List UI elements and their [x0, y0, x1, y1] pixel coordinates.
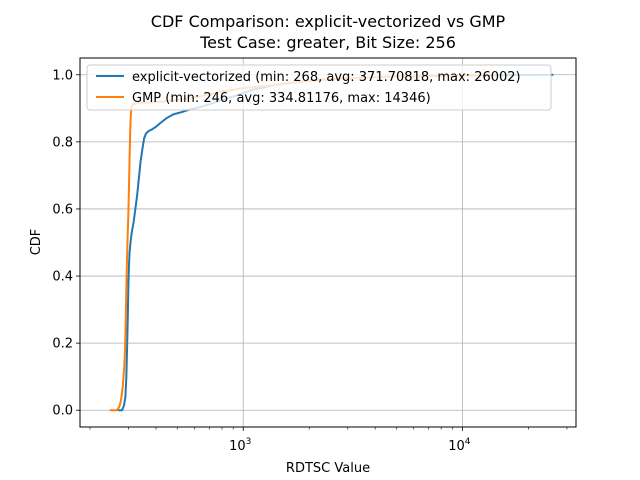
chart-title-line1: CDF Comparison: explicit-vectorized vs G… — [151, 12, 506, 31]
y-tick-label: 0.0 — [52, 404, 73, 419]
legend-label-gmp: GMP (min: 246, avg: 334.81176, max: 1434… — [132, 91, 431, 106]
series-line-0 — [117, 73, 554, 412]
legend: explicit-vectorized (min: 268, avg: 371.… — [86, 64, 552, 111]
x-tick-label: 103 — [229, 437, 251, 454]
y-axis-label: CDF — [29, 229, 44, 256]
x-axis-label: RDTSC Value — [286, 461, 370, 476]
series-lines — [109, 73, 554, 412]
legend-label-explicit-vectorized: explicit-vectorized (min: 268, avg: 371.… — [132, 70, 521, 85]
chart-title-line2: Test Case: greater, Bit Size: 256 — [199, 33, 456, 52]
plot-frame — [79, 57, 577, 428]
y-tick-label: 0.2 — [52, 337, 73, 352]
x-axis-ticks: 103 104 — [89, 427, 568, 454]
legend-box — [86, 64, 552, 111]
y-tick-label: 0.4 — [52, 270, 73, 285]
y-tick-label: 1.0 — [52, 68, 73, 83]
y-tick-label: 0.8 — [52, 135, 73, 150]
x-tick-label: 104 — [448, 437, 471, 454]
series-line-1 — [109, 73, 497, 412]
y-tick-label: 0.6 — [52, 202, 73, 217]
grid — [80, 58, 576, 427]
y-axis-ticks: 0.0 0.2 0.4 0.6 0.8 1.0 — [52, 68, 80, 419]
